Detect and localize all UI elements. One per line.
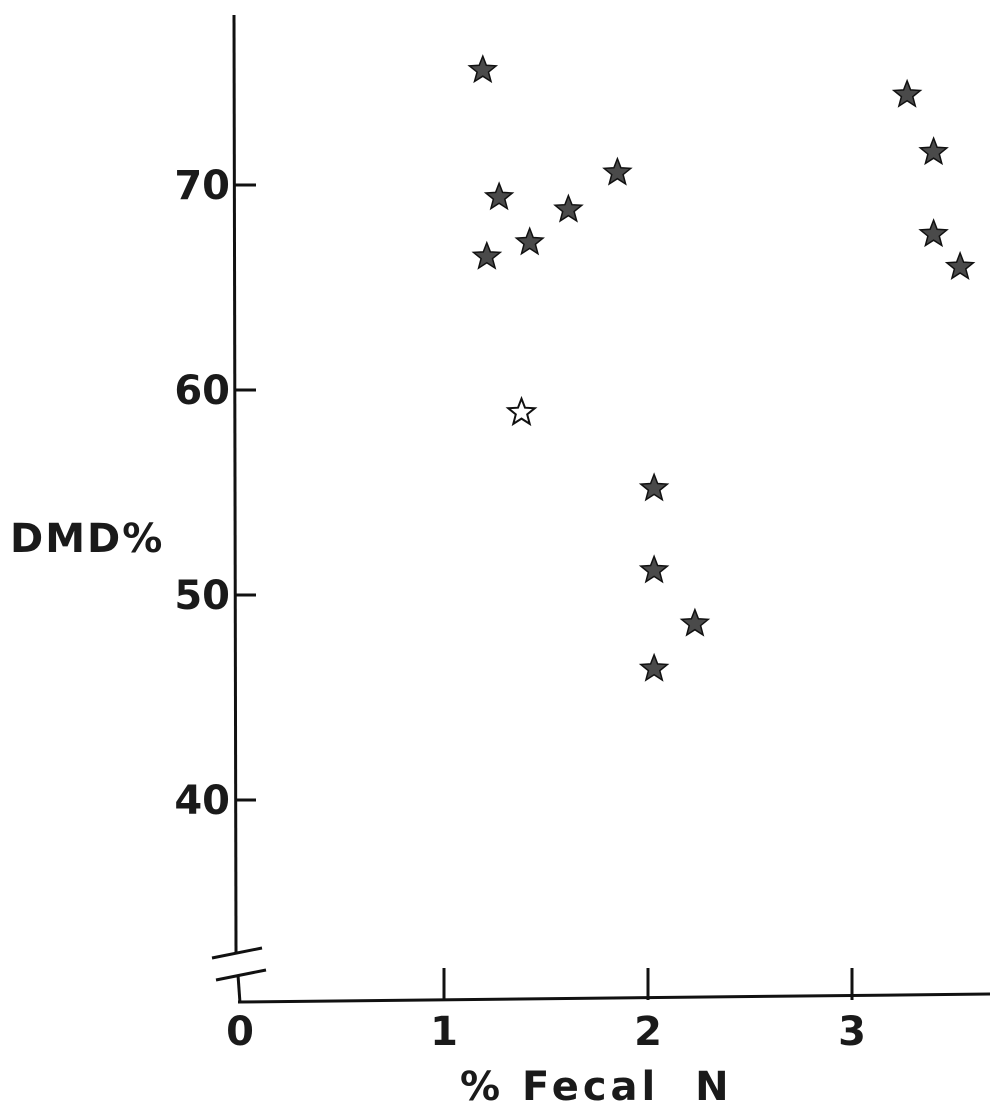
data-point-star	[467, 54, 499, 84]
y-tick-label: 50	[174, 573, 230, 619]
data-point-star	[553, 193, 584, 223]
data-point-star	[944, 250, 976, 280]
y-tick-label: 70	[174, 163, 230, 209]
data-point-star	[638, 472, 670, 502]
x-tick-label: 1	[430, 1009, 458, 1055]
data-point-star	[638, 554, 670, 584]
x-tick-label: 0	[226, 1009, 254, 1055]
data-point-star	[891, 78, 923, 108]
x-tick-label: 3	[838, 1009, 866, 1055]
axes	[211, 14, 990, 1004]
data-point-star	[638, 652, 670, 682]
data-points	[467, 54, 976, 682]
data-point-star	[471, 240, 503, 270]
x-ticks: 0 1 2 3	[226, 968, 866, 1055]
y-axis-label: DMD%	[10, 516, 164, 562]
data-point-star	[679, 607, 711, 637]
y-tick-label: 60	[174, 368, 230, 414]
x-tick-label: 2	[634, 1009, 662, 1055]
data-point-star	[918, 136, 949, 166]
y-tick-label: 40	[174, 778, 230, 824]
data-point-star	[505, 395, 538, 427]
data-point-star	[483, 181, 515, 211]
y-axis-break-mark-lower	[215, 968, 267, 982]
x-axis-label: % Fecal N	[460, 1064, 733, 1110]
y-axis-line-lower	[236, 974, 242, 1004]
data-point-star	[602, 156, 633, 186]
data-point-star	[918, 218, 949, 248]
y-axis-line-upper	[232, 14, 238, 953]
x-axis-line	[237, 992, 990, 1004]
data-point-star	[514, 226, 545, 256]
y-ticks: 40 50 60 70	[174, 163, 256, 824]
y-axis-break-mark-upper	[211, 946, 263, 960]
